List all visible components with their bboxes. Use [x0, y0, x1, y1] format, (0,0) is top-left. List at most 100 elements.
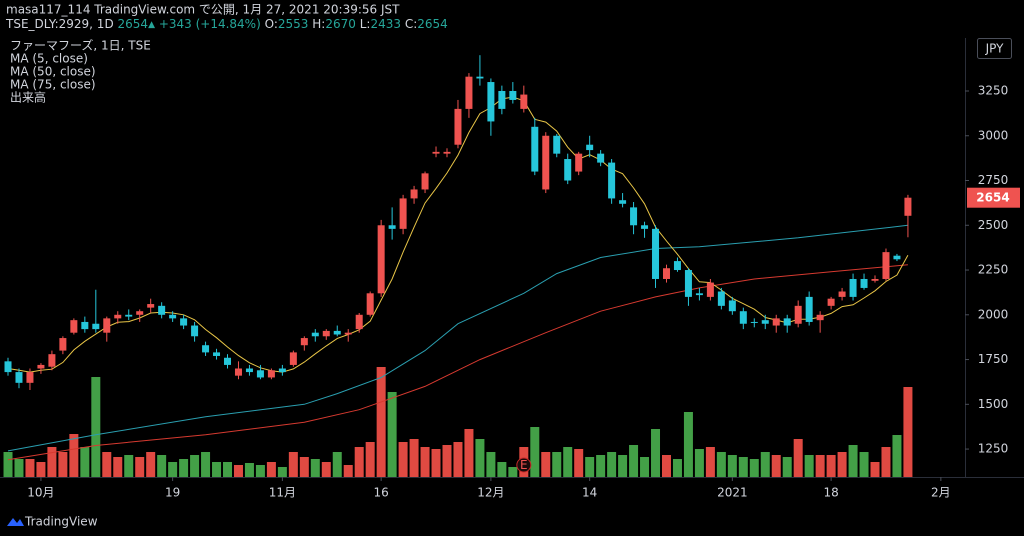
volume-bar [157, 455, 167, 477]
candle-body [520, 94, 528, 109]
candle-body [421, 173, 429, 190]
candle-body [311, 332, 319, 337]
candle-body [169, 314, 177, 319]
ohlc-label: O: [265, 17, 278, 31]
candle-body [454, 108, 462, 145]
volume-bar [398, 442, 408, 477]
candle-body [893, 255, 901, 260]
volume-bar [255, 465, 265, 477]
candle-body [114, 314, 122, 319]
volume-bar [486, 452, 496, 477]
volume-bar [80, 447, 90, 477]
y-tick-label: 3250 [978, 83, 1009, 97]
volume-bar [310, 459, 320, 477]
volume-bar [288, 452, 298, 477]
volume-bar [651, 429, 661, 477]
candle-body [333, 330, 341, 335]
candle-body [816, 314, 824, 321]
candle-body [783, 318, 791, 326]
earnings-marker[interactable] [516, 457, 532, 473]
candle-body [465, 76, 473, 109]
volume-bar [365, 442, 375, 477]
y-tick-label: 2750 [978, 173, 1009, 187]
volume-bar [727, 455, 737, 477]
y-tick-label: 1250 [978, 442, 1009, 456]
candle-body [772, 318, 780, 326]
volume-bar [793, 439, 803, 477]
moving-average [7, 224, 908, 452]
candle-body [322, 330, 330, 337]
volume-bar [14, 459, 24, 477]
volume-bar [179, 459, 189, 477]
candle-body [904, 197, 912, 216]
volume-bar [343, 465, 353, 477]
ohlc-value: 2553 [278, 17, 309, 31]
candle-body [728, 300, 736, 312]
currency-label[interactable]: JPY [985, 42, 1005, 56]
volume-bar [113, 457, 123, 477]
volume-bar [431, 449, 441, 477]
candle-body [180, 318, 188, 326]
candle-body [630, 207, 638, 226]
volume-bar [146, 452, 156, 477]
brand-logo: TradingView [7, 515, 98, 529]
currency-button[interactable] [977, 38, 1012, 59]
legend-entry: MA (75, close) [10, 78, 96, 92]
volume-bar [409, 439, 419, 477]
volume-bar [277, 467, 287, 477]
candle-body [191, 325, 199, 337]
candle-body [849, 278, 857, 297]
candle-body [673, 261, 681, 271]
y-tick-label: 2000 [978, 307, 1009, 321]
brand: TradingView [24, 515, 98, 529]
candle-body [147, 304, 155, 308]
legend-entry: MA (5, close) [10, 52, 88, 66]
candle-body [717, 291, 725, 306]
x-tick-label: 2月 [931, 486, 951, 500]
volume-bar [848, 445, 858, 477]
candle-body [377, 225, 385, 294]
volume-bar [168, 462, 178, 477]
volume-bar [124, 455, 134, 477]
x-tick-label: 16 [374, 486, 389, 500]
candle-body [750, 321, 758, 323]
y-tick-label: 2500 [978, 218, 1009, 232]
volume-bar [694, 449, 704, 477]
volume-bar [661, 455, 671, 477]
volume-bar [212, 462, 222, 477]
candle-body [158, 305, 166, 315]
volume-bar [376, 367, 386, 477]
candle-body [256, 370, 264, 378]
x-tick-label: 12月 [477, 486, 504, 500]
candle-body [4, 361, 12, 373]
volume-bar [233, 465, 243, 477]
volume-bar [497, 462, 507, 477]
volume-bar [321, 462, 331, 477]
candle-body [827, 298, 835, 306]
candle-body [619, 200, 627, 204]
candle-body [706, 282, 714, 297]
ohlc-label: L: [360, 17, 371, 31]
header-line: masa117_114 TradingView.com で公開, 1月 27, … [6, 3, 400, 17]
volume-bar [223, 462, 233, 477]
volume-bar [683, 412, 693, 477]
volume-bar [782, 457, 792, 477]
volume-bar [3, 452, 13, 477]
candle-body [641, 225, 649, 229]
candle-body [739, 311, 747, 324]
candle-body [388, 225, 396, 229]
candle-body [37, 364, 45, 369]
candle-body [92, 323, 100, 330]
candle-body [476, 76, 484, 79]
candle-body [399, 198, 407, 229]
earnings-label: E [520, 458, 528, 472]
volume-bar [881, 447, 891, 477]
x-tick-label: 10月 [27, 486, 54, 500]
moving-average [7, 96, 909, 373]
candle-body [245, 368, 253, 373]
volume-bar [771, 455, 781, 477]
volume-bar [135, 457, 145, 477]
candle-body [289, 352, 297, 365]
candle-body [267, 370, 275, 378]
candle-body [608, 162, 616, 199]
